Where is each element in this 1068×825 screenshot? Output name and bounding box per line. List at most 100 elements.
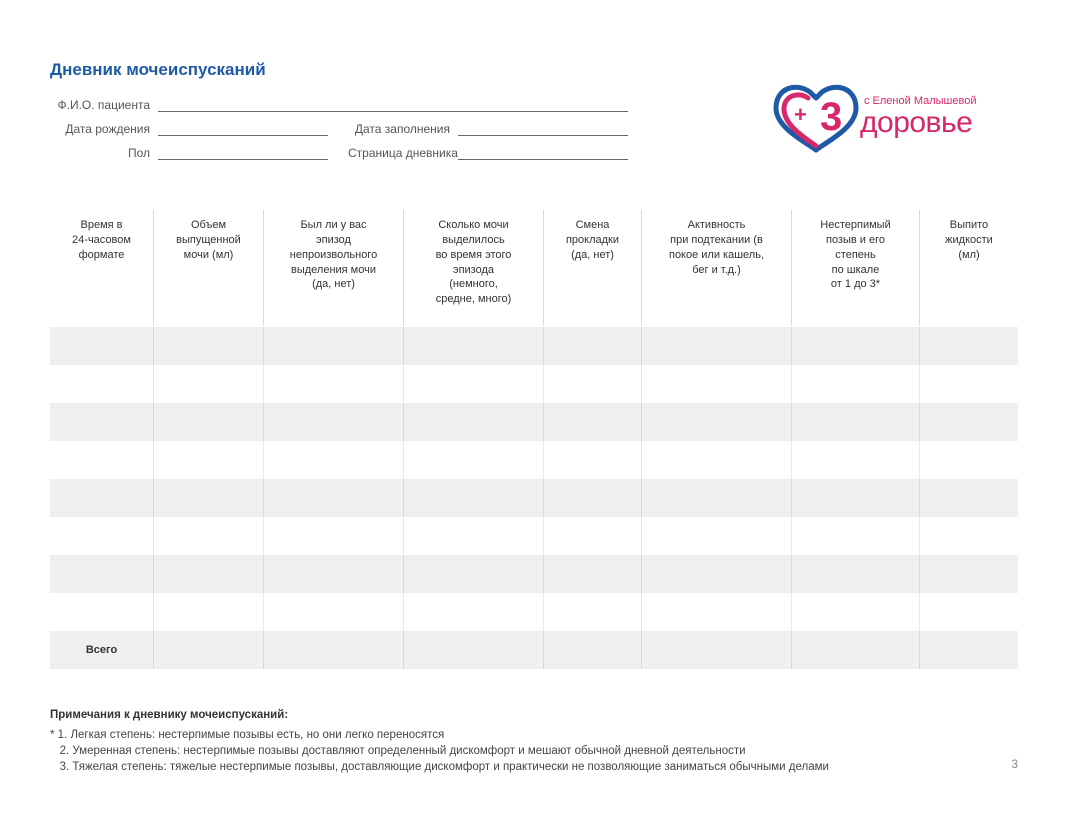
notes-section: Примечания к дневнику мочеиспусканий: * …: [50, 709, 1018, 775]
table-cell[interactable]: [404, 479, 544, 517]
total-cell[interactable]: [792, 631, 920, 669]
column-header: Сменапрокладки(да, нет): [544, 210, 642, 325]
table-cell[interactable]: [642, 555, 792, 593]
table-cell[interactable]: [50, 365, 154, 403]
field-birth-label: Дата рождения: [50, 122, 158, 136]
total-label-cell: Всего: [50, 631, 154, 669]
column-header: Нестерпимыйпозыв и егостепеньпо шкалеот …: [792, 210, 920, 325]
table-cell[interactable]: [544, 517, 642, 555]
table-cell[interactable]: [544, 593, 642, 631]
table-cell[interactable]: [264, 479, 404, 517]
table-cell[interactable]: [792, 365, 920, 403]
notes-line: 3. Тяжелая степень: тяжелые нестерпимые …: [50, 759, 1018, 775]
table-cell[interactable]: [792, 593, 920, 631]
field-birth-input[interactable]: [158, 122, 328, 136]
table-row: [50, 479, 1018, 517]
table-cell[interactable]: [642, 441, 792, 479]
table-cell[interactable]: [792, 441, 920, 479]
table-cell[interactable]: [50, 327, 154, 365]
svg-text:+: +: [794, 102, 807, 127]
table-cell[interactable]: [642, 365, 792, 403]
total-cell[interactable]: [404, 631, 544, 669]
table-cell[interactable]: [642, 593, 792, 631]
table-cell[interactable]: [404, 555, 544, 593]
table-cell[interactable]: [50, 517, 154, 555]
total-cell[interactable]: [642, 631, 792, 669]
column-header: Сколько мочивыделилосьво время этогоэпиз…: [404, 210, 544, 325]
table-cell[interactable]: [154, 441, 264, 479]
table-cell[interactable]: [920, 403, 1018, 441]
column-header: Выпитожидкости(мл): [920, 210, 1018, 325]
table-cell[interactable]: [404, 517, 544, 555]
total-cell[interactable]: [920, 631, 1018, 669]
table-cell[interactable]: [264, 441, 404, 479]
table-cell[interactable]: [642, 327, 792, 365]
table-cell[interactable]: [154, 365, 264, 403]
total-cell[interactable]: [264, 631, 404, 669]
table-cell[interactable]: [404, 327, 544, 365]
table-cell[interactable]: [50, 555, 154, 593]
page-number: 3: [1011, 757, 1018, 771]
column-header: Время в24-часовомформате: [50, 210, 154, 325]
table-cell[interactable]: [154, 479, 264, 517]
field-sex-input[interactable]: [158, 146, 328, 160]
table-cell[interactable]: [404, 365, 544, 403]
table-cell[interactable]: [544, 403, 642, 441]
field-name-input[interactable]: [158, 98, 628, 112]
table-cell[interactable]: [920, 365, 1018, 403]
diary-table: Время в24-часовомформатеОбъемвыпущеннойм…: [50, 210, 1018, 669]
table-cell[interactable]: [50, 403, 154, 441]
table-cell[interactable]: [642, 403, 792, 441]
table-row: [50, 441, 1018, 479]
table-cell[interactable]: [154, 327, 264, 365]
table-cell[interactable]: [642, 517, 792, 555]
table-cell[interactable]: [920, 593, 1018, 631]
table-row: [50, 555, 1018, 593]
total-cell[interactable]: [154, 631, 264, 669]
table-cell[interactable]: [264, 403, 404, 441]
table-cell[interactable]: [544, 327, 642, 365]
table-cell[interactable]: [404, 403, 544, 441]
table-cell[interactable]: [920, 441, 1018, 479]
table-cell[interactable]: [50, 479, 154, 517]
table-cell[interactable]: [50, 441, 154, 479]
table-cell[interactable]: [792, 555, 920, 593]
table-cell[interactable]: [544, 365, 642, 403]
table-cell[interactable]: [154, 517, 264, 555]
notes-line: * 1. Легкая степень: нестерпимые позывы …: [50, 727, 1018, 743]
table-cell[interactable]: [792, 327, 920, 365]
table-cell[interactable]: [404, 593, 544, 631]
table-cell[interactable]: [544, 555, 642, 593]
table-body: Всего: [50, 327, 1018, 669]
table-cell[interactable]: [264, 517, 404, 555]
table-cell[interactable]: [264, 593, 404, 631]
logo-main-text: доровье: [860, 106, 972, 139]
table-cell[interactable]: [792, 403, 920, 441]
table-row: [50, 593, 1018, 631]
table-cell[interactable]: [792, 517, 920, 555]
column-header: Активностьпри подтекании (впокое или каш…: [642, 210, 792, 325]
table-cell[interactable]: [920, 555, 1018, 593]
field-filldate-label: Дата заполнения: [328, 122, 458, 136]
table-cell[interactable]: [642, 479, 792, 517]
table-cell[interactable]: [544, 441, 642, 479]
table-cell[interactable]: [264, 365, 404, 403]
table-cell[interactable]: [154, 555, 264, 593]
table-cell[interactable]: [264, 327, 404, 365]
table-cell[interactable]: [264, 555, 404, 593]
table-total-row: Всего: [50, 631, 1018, 669]
table-cell[interactable]: [154, 403, 264, 441]
table-cell[interactable]: [50, 593, 154, 631]
table-cell[interactable]: [920, 517, 1018, 555]
table-cell[interactable]: [920, 479, 1018, 517]
notes-line: 2. Умеренная степень: нестерпимые позывы…: [50, 743, 1018, 759]
table-cell[interactable]: [792, 479, 920, 517]
total-cell[interactable]: [544, 631, 642, 669]
table-cell[interactable]: [404, 441, 544, 479]
field-page-input[interactable]: [458, 146, 628, 160]
field-filldate-input[interactable]: [458, 122, 628, 136]
column-header: Был ли у васэпизоднепроизвольноговыделен…: [264, 210, 404, 325]
table-cell[interactable]: [154, 593, 264, 631]
table-cell[interactable]: [544, 479, 642, 517]
table-cell[interactable]: [920, 327, 1018, 365]
